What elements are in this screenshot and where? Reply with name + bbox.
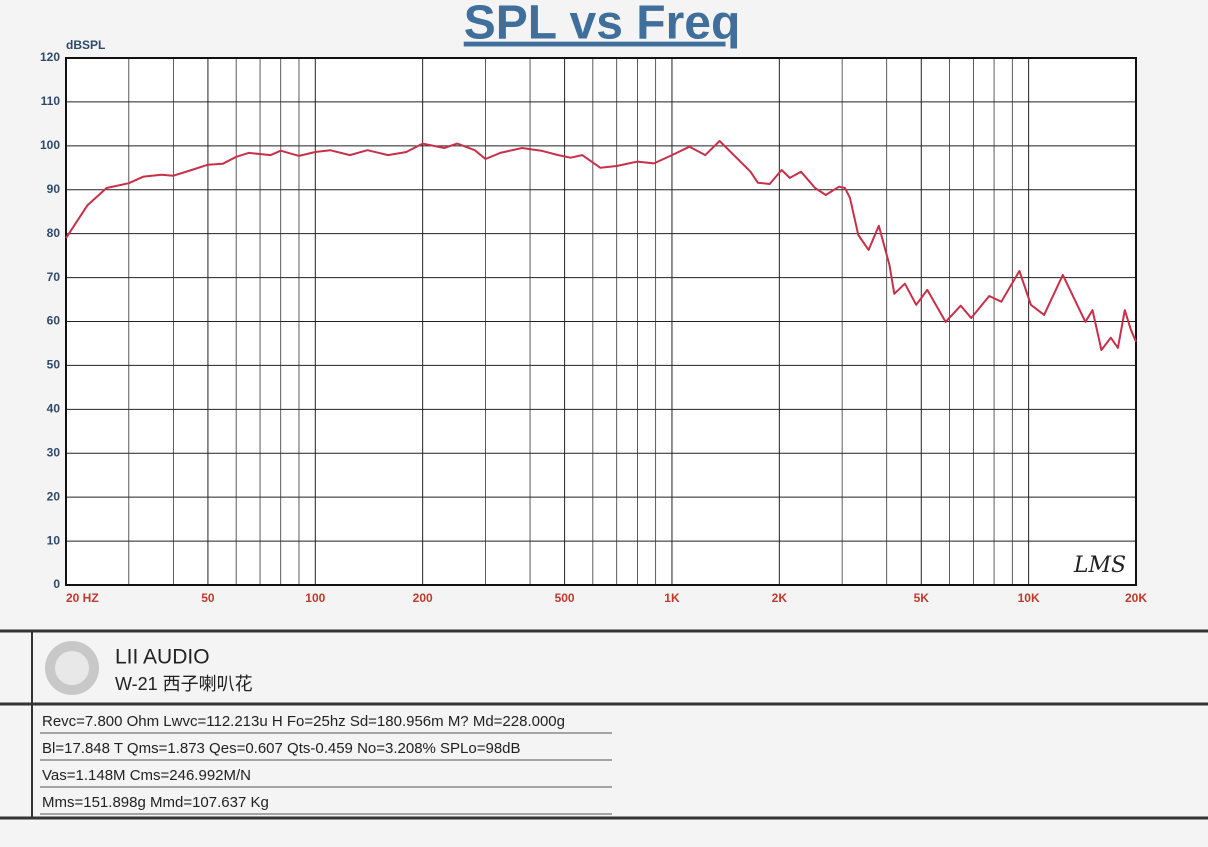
y-tick-label: 90 bbox=[47, 182, 61, 196]
y-tick-label: 100 bbox=[40, 138, 60, 152]
param-line: Mms=151.898g Mmd=107.637 Kg bbox=[42, 794, 269, 811]
y-tick-label: 50 bbox=[47, 358, 61, 372]
x-tick-label: 5K bbox=[914, 591, 930, 605]
logo bbox=[55, 651, 89, 685]
x-tick-label: 10K bbox=[1018, 591, 1040, 605]
spl-curve bbox=[65, 140, 1137, 351]
y-tick-label: 110 bbox=[41, 94, 61, 108]
param-line: Revc=7.800 Ohm Lwvc=112.213u H Fo=25hz S… bbox=[42, 713, 565, 730]
y-tick-label: 0 bbox=[53, 577, 60, 591]
y-tick-label: 30 bbox=[47, 445, 61, 459]
x-tick-label: 20 HZ bbox=[66, 591, 99, 605]
x-tick-label: 2K bbox=[772, 591, 788, 605]
y-tick-label: 70 bbox=[47, 270, 61, 284]
plot-border bbox=[65, 57, 1137, 586]
param-line: Bl=17.848 T Qms=1.873 Qes=0.607 Qts-0.45… bbox=[42, 740, 521, 757]
model: W-21 西子喇叭花 bbox=[115, 674, 253, 694]
x-tick-label: 20K bbox=[1125, 591, 1147, 605]
x-tick-label: 100 bbox=[305, 591, 325, 605]
y-tick-label: 80 bbox=[47, 226, 61, 240]
y-axis-label: dBSPL bbox=[66, 38, 105, 52]
y-tick-label: 20 bbox=[47, 489, 61, 503]
x-tick-label: 200 bbox=[413, 591, 433, 605]
params: Revc=7.800 Ohm Lwvc=112.213u H Fo=25hz S… bbox=[40, 713, 612, 815]
watermark: LMS bbox=[1073, 553, 1126, 578]
chart-title: SPL vs Freq bbox=[464, 0, 741, 50]
x-tick-label: 500 bbox=[555, 591, 575, 605]
brand: LII AUDIO bbox=[115, 646, 210, 669]
x-tick-label: 1K bbox=[664, 591, 680, 605]
x-tick-label: 50 bbox=[201, 591, 215, 605]
y-tick-label: 40 bbox=[47, 402, 61, 416]
y-tick-label: 120 bbox=[40, 50, 60, 64]
y-tick-label: 10 bbox=[47, 533, 61, 547]
grid bbox=[65, 57, 1137, 586]
y-tick-label: 60 bbox=[47, 314, 61, 328]
param-line: Vas=1.148M Cms=246.992M/N bbox=[42, 767, 251, 784]
